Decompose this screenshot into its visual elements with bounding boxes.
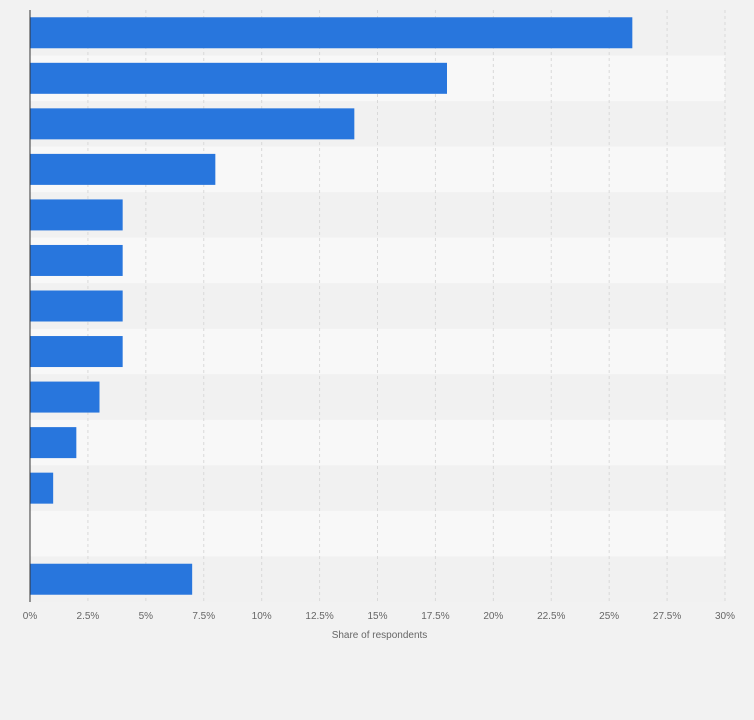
bar[interactable] bbox=[30, 17, 633, 49]
bar[interactable] bbox=[30, 244, 123, 276]
x-tick-label: 20% bbox=[483, 611, 503, 622]
x-tick-label: 27.5% bbox=[653, 611, 681, 622]
bar[interactable] bbox=[30, 381, 100, 413]
bar[interactable] bbox=[30, 472, 54, 504]
bar[interactable] bbox=[30, 563, 193, 595]
x-tick-label: 22.5% bbox=[537, 611, 565, 622]
x-tick-label: 7.5% bbox=[192, 611, 215, 622]
x-tick-label: 15% bbox=[367, 611, 387, 622]
x-tick-label: 25% bbox=[599, 611, 619, 622]
bar[interactable] bbox=[30, 108, 355, 140]
bar[interactable] bbox=[30, 153, 216, 185]
x-axis-title: Share of respondents bbox=[332, 630, 428, 641]
x-tick-label: 0% bbox=[23, 611, 38, 622]
x-axis-ticks: 0% 2.5% 5% 7.5% 10% 12.5% 15% 17.5% 20% 22.5% 25% 2… bbox=[23, 611, 735, 622]
bar[interactable] bbox=[30, 199, 123, 231]
bars bbox=[30, 17, 633, 595]
x-tick-label: 12.5% bbox=[305, 611, 333, 622]
x-tick-label: 30% bbox=[715, 611, 735, 622]
x-tick-label: 17.5% bbox=[421, 611, 449, 622]
bar[interactable] bbox=[30, 290, 123, 322]
x-tick-label: 5% bbox=[139, 611, 154, 622]
x-tick-label: 10% bbox=[252, 611, 272, 622]
bar[interactable] bbox=[30, 336, 123, 368]
bar[interactable] bbox=[30, 427, 77, 459]
bar[interactable] bbox=[30, 62, 447, 94]
x-tick-label: 2.5% bbox=[77, 611, 100, 622]
